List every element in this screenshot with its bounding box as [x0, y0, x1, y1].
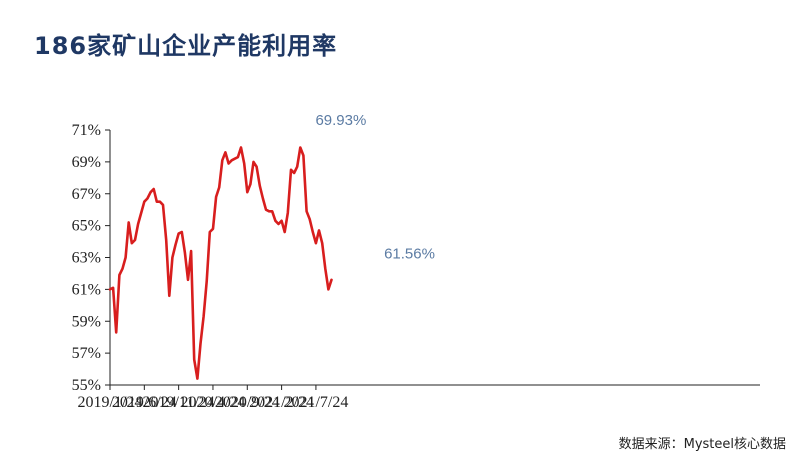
y-tick-label: 61%	[72, 281, 101, 298]
data-source-note: 数据来源：Mysteel核心数据	[618, 437, 786, 452]
data-label: 69.93%	[315, 112, 366, 129]
data-label: 61.56%	[384, 245, 435, 262]
x-tick-label: 2019/6/24	[112, 394, 177, 411]
y-tick-label: 67%	[72, 186, 101, 203]
series-group	[108, 146, 333, 380]
y-tick-label: 71%	[72, 122, 101, 139]
annotations: 69.93% 61.56%	[315, 112, 435, 262]
y-tick-label: 69%	[72, 154, 101, 171]
y-tick-label: 59%	[72, 313, 101, 330]
x-tick-label: 2019/1/24	[78, 394, 143, 411]
x-axis-ticks: 2019/1/242019/6/242019/11/242020/4/24202…	[78, 385, 348, 411]
y-axis-ticks: 55% 57% 59% 61% 63% 65% 67% 69% 71%	[72, 122, 110, 394]
x-tick-label: 2021/7/24	[283, 394, 348, 411]
x-tick-label: 2019/11/24	[142, 394, 214, 411]
x-tick-label: 2020/9/24	[215, 394, 280, 411]
series-line	[108, 146, 333, 380]
y-tick-label: 63%	[72, 250, 101, 267]
y-tick-label: 57%	[72, 345, 101, 362]
y-tick-label: 55%	[72, 377, 101, 394]
y-tick-label: 65%	[72, 218, 101, 235]
x-tick-label: 2021/2/24	[249, 394, 314, 411]
chart-title: 186家矿山企业产能利用率	[34, 32, 338, 60]
x-tick-label: 2020/4/24	[181, 394, 246, 411]
